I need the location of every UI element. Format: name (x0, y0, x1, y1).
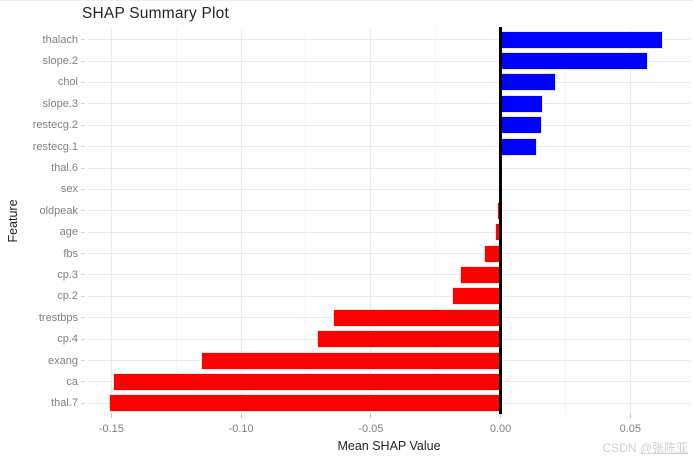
gridline-y (88, 210, 690, 212)
zero-reference-line (499, 27, 502, 414)
y-axis-tick (81, 167, 85, 169)
y-tick-label-cp.4: cp.4 (57, 333, 78, 346)
y-axis-tick (81, 188, 85, 190)
y-axis-tick (81, 338, 85, 340)
gridline-major-x (110, 29, 112, 414)
bar-trestbps (333, 308, 501, 327)
bar-cp.3 (460, 265, 501, 284)
bar-cp.4 (316, 330, 501, 349)
y-axis-tick (81, 103, 85, 105)
chart-title: SHAP Summary Plot (82, 5, 229, 22)
x-axis-title: Mean SHAP Value (337, 439, 441, 453)
y-axis-tick (81, 39, 85, 41)
plot-panel (88, 27, 690, 414)
gridline-y (88, 60, 690, 62)
gridline-minor-x (305, 29, 307, 414)
y-axis-tick (81, 146, 85, 148)
bar-restecg.2 (500, 116, 542, 135)
x-axis-tick (629, 414, 631, 418)
y-axis-tick (81, 381, 85, 383)
y-axis-tick (81, 402, 85, 404)
y-axis-tick (81, 81, 85, 83)
watermark-user: @张陈亚 (639, 441, 688, 455)
y-tick-label-age: age (59, 226, 78, 239)
gridline-minor-x (175, 29, 177, 414)
y-axis-tick (81, 253, 85, 255)
bar-restecg.1 (500, 137, 538, 156)
gridline-major-x (240, 29, 242, 414)
bar-thal.7 (108, 394, 501, 413)
gridline-y (88, 253, 690, 255)
y-tick-label-thal.7: thal.7 (51, 397, 78, 410)
x-tick-label: -0.15 (98, 423, 124, 435)
gridline-y (88, 81, 690, 83)
y-tick-label-cp.2: cp.2 (57, 290, 78, 303)
bar-slope.3 (500, 94, 544, 113)
gridline-y (88, 274, 690, 276)
x-axis-tick (110, 414, 112, 418)
x-tick-label: -0.05 (358, 423, 384, 435)
y-tick-label-thal.6: thal.6 (51, 162, 78, 175)
gridline-y (88, 124, 690, 126)
y-tick-label-ca: ca (66, 375, 78, 388)
x-tick-label: 0.00 (489, 423, 512, 435)
bar-chol (500, 73, 556, 92)
y-axis-tick (81, 231, 85, 233)
x-axis-tick (370, 414, 372, 418)
gridline-minor-x (435, 29, 437, 414)
y-axis-tick (81, 60, 85, 62)
gridline-major-x (370, 29, 372, 414)
gridline-y (88, 103, 690, 105)
y-tick-label-trestbps: trestbps (38, 311, 78, 324)
y-axis-tick (81, 360, 85, 362)
y-tick-label-thalach: thalach (42, 33, 78, 46)
gridline-y (88, 295, 690, 297)
gridline-y (88, 146, 690, 148)
y-tick-label-fbs: fbs (63, 247, 78, 260)
watermark: CSDN @张陈亚 (602, 439, 688, 456)
y-tick-label-restecg.1: restecg.1 (32, 140, 78, 153)
y-tick-label-slope.2: slope.2 (42, 55, 78, 68)
bar-exang (201, 351, 501, 370)
gridline-y (88, 188, 690, 190)
y-tick-label-exang: exang (48, 354, 78, 367)
gridline-y (88, 231, 690, 233)
bar-fbs (484, 244, 501, 263)
y-axis-tick (81, 295, 85, 297)
y-axis-tick (81, 210, 85, 212)
bar-cp.2 (451, 287, 501, 306)
y-tick-label-restecg.2: restecg.2 (32, 119, 78, 132)
x-axis-tick (240, 414, 242, 418)
x-tick-label: 0.05 (619, 423, 642, 435)
y-tick-label-slope.3: slope.3 (42, 97, 78, 110)
bar-slope.2 (500, 52, 649, 71)
y-axis-tick (81, 124, 85, 126)
gridline-major-x (629, 29, 631, 414)
y-tick-label-cp.3: cp.3 (57, 268, 78, 281)
y-tick-label-chol: chol (57, 76, 78, 89)
bar-ca (112, 372, 501, 391)
x-tick-label: -0.10 (228, 423, 254, 435)
y-tick-label-oldpeak: oldpeak (39, 204, 78, 217)
watermark-prefix: CSDN (602, 441, 640, 455)
y-tick-label-sex: sex (60, 183, 78, 196)
gridline-minor-x (564, 29, 566, 414)
x-axis-tick (500, 414, 502, 418)
bar-thalach (500, 30, 664, 49)
y-axis-tick (81, 317, 85, 319)
gridline-y (88, 167, 690, 169)
gridline-y (88, 39, 690, 41)
y-axis-tick (81, 274, 85, 276)
